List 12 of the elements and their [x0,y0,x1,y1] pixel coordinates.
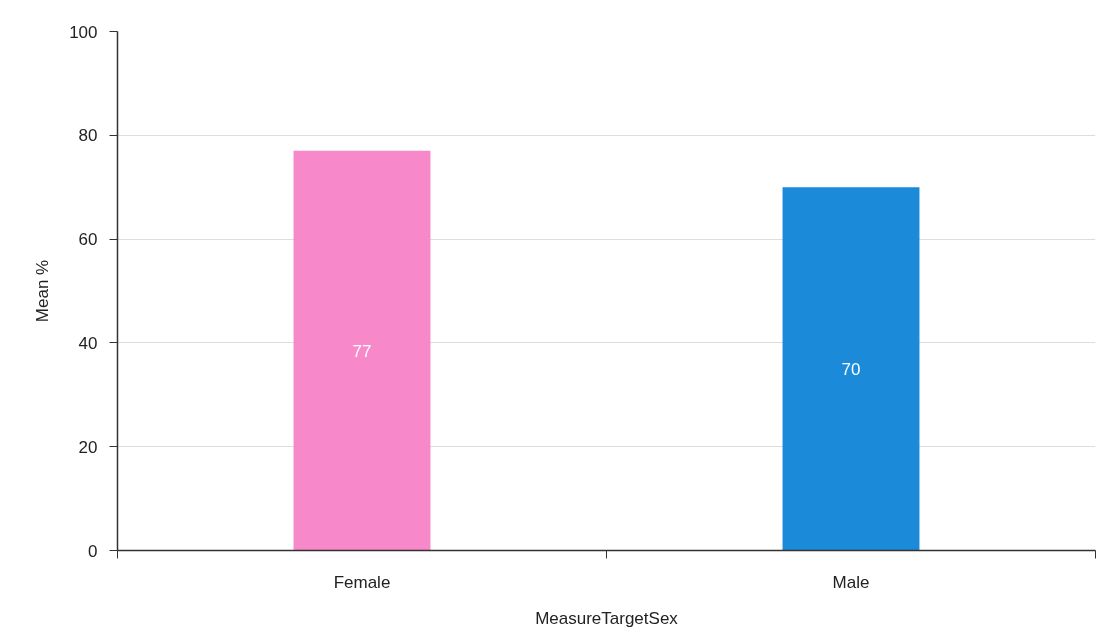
y-tick-label: 40 [78,333,98,353]
y-tick-label: 60 [78,230,98,250]
y-axis-title: Mean % [33,259,53,323]
x-axis-title: MeasureTargetSex [535,608,679,628]
x-tick-label: Female [333,572,391,592]
y-tick-label: 0 [88,541,98,561]
data-label: 70 [841,359,861,379]
x-tick-label: Male [832,572,870,592]
y-tick-label: 100 [69,22,98,42]
y-tick-label: 80 [78,126,98,146]
data-label: 77 [352,341,372,361]
y-tick-label: 20 [78,437,98,457]
